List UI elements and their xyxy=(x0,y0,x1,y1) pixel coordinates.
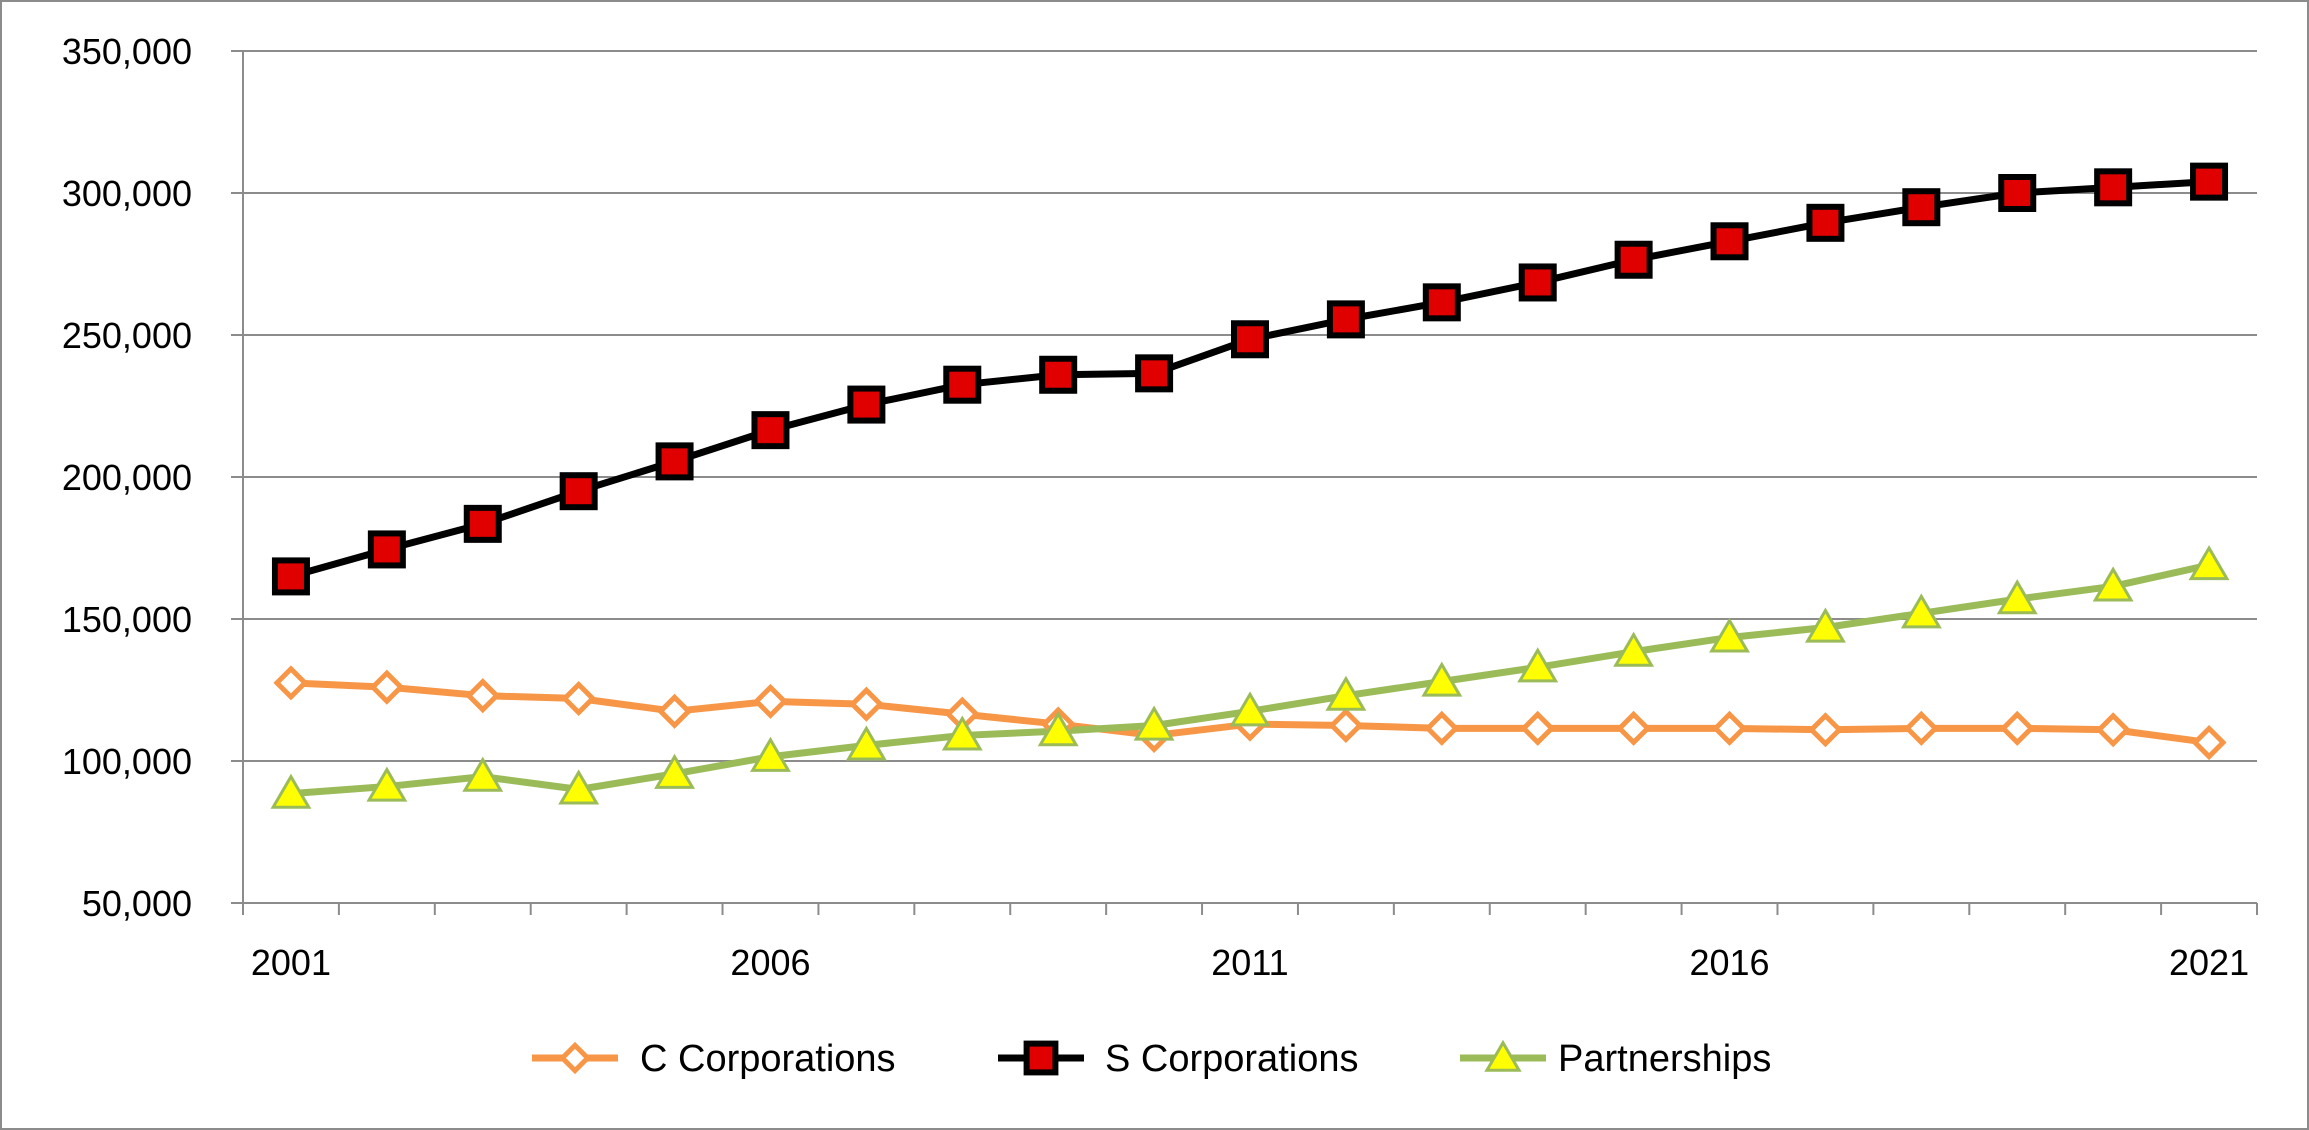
data-point-partnerships xyxy=(2188,545,2230,581)
data-point-partnerships xyxy=(1421,661,1463,697)
y-tick-label: 200,000 xyxy=(62,457,192,498)
data-point-partnerships xyxy=(1613,631,1655,667)
data-point-s-corporations xyxy=(463,504,502,543)
data-point-partnerships xyxy=(845,725,887,761)
data-point-partnerships xyxy=(1517,647,1559,683)
data-point-c-corporations xyxy=(1903,710,1939,746)
data-point-c-corporations xyxy=(1616,710,1652,746)
legend: C Corporations S Corporations Partnerships xyxy=(532,1038,1771,1080)
legend-marker-s-corporations xyxy=(1023,1040,1059,1076)
data-point-partnerships xyxy=(654,753,696,789)
series-markers xyxy=(270,162,2230,809)
data-point-c-corporations xyxy=(1807,712,1843,748)
x-tick-label: 2001 xyxy=(251,942,331,983)
data-point-s-corporations xyxy=(751,411,790,450)
data-point-c-corporations xyxy=(369,669,405,705)
data-point-s-corporations xyxy=(943,365,982,404)
data-point-c-corporations xyxy=(752,683,789,719)
data-point-partnerships xyxy=(750,736,791,772)
data-point-s-corporations xyxy=(367,530,406,569)
y-tick-label: 300,000 xyxy=(62,173,192,214)
data-point-c-corporations xyxy=(561,680,597,717)
data-point-partnerships xyxy=(1325,675,1367,711)
data-point-s-corporations xyxy=(559,472,598,511)
data-point-partnerships xyxy=(1133,705,1175,741)
data-point-s-corporations xyxy=(1518,263,1557,302)
series-line-s-corporations xyxy=(290,178,2210,580)
x-tick-label: 2021 xyxy=(2169,942,2249,983)
data-point-partnerships xyxy=(1709,617,1750,653)
data-point-s-corporations xyxy=(271,557,310,596)
data-point-s-corporations xyxy=(2190,162,2229,201)
data-point-partnerships xyxy=(270,773,312,809)
x-tick-label: 2011 xyxy=(1211,942,1288,983)
data-point-c-corporations xyxy=(1424,710,1460,746)
data-point-c-corporations xyxy=(1999,710,2035,746)
x-tick-label: 2016 xyxy=(1689,942,1769,983)
data-point-c-corporations xyxy=(1328,707,1364,744)
data-point-s-corporations xyxy=(1902,188,1941,227)
legend-marker-partnerships xyxy=(1484,1039,1522,1072)
y-tick-label: 350,000 xyxy=(62,31,192,72)
data-point-partnerships xyxy=(1229,691,1271,727)
data-point-s-corporations xyxy=(1710,222,1749,261)
data-point-s-corporations xyxy=(1422,283,1461,322)
data-point-partnerships xyxy=(2092,566,2134,602)
y-tick-label: 100,000 xyxy=(62,741,192,782)
gridlines xyxy=(231,50,2257,904)
data-point-partnerships xyxy=(1804,607,1846,643)
data-point-partnerships xyxy=(366,766,408,802)
data-point-partnerships xyxy=(941,715,983,751)
data-point-partnerships xyxy=(1900,593,1942,629)
legend-label-c-corporations: C Corporations xyxy=(640,1038,896,1080)
data-point-c-corporations xyxy=(1520,710,1556,746)
data-point-partnerships xyxy=(558,769,600,805)
data-point-s-corporations xyxy=(655,442,694,481)
data-point-c-corporations xyxy=(657,693,693,729)
data-point-c-corporations xyxy=(2191,725,2227,761)
data-point-c-corporations xyxy=(465,678,501,714)
data-point-partnerships xyxy=(1996,579,2038,615)
data-point-c-corporations xyxy=(2095,712,2131,748)
data-point-partnerships xyxy=(462,756,504,792)
axes: 50,000 100,000 150,000 200,000 250,000 300,00… xyxy=(62,31,2258,983)
legend-label-s-corporations: S Corporations xyxy=(1105,1038,1358,1080)
data-point-c-corporations xyxy=(848,686,884,722)
data-point-c-corporations xyxy=(1711,710,1748,746)
data-point-s-corporations xyxy=(1326,300,1365,339)
y-tick-label: 50,000 xyxy=(82,883,192,924)
data-point-s-corporations xyxy=(847,385,886,424)
data-point-s-corporations xyxy=(1614,240,1653,279)
legend-label-partnerships: Partnerships xyxy=(1558,1038,1771,1080)
data-point-partnerships xyxy=(1037,711,1079,747)
data-point-s-corporations xyxy=(1231,320,1269,359)
x-tick-label: 2006 xyxy=(730,942,810,983)
data-point-s-corporations xyxy=(1039,355,1078,394)
data-point-s-corporations xyxy=(1998,174,2037,212)
data-point-s-corporations xyxy=(1806,203,1845,242)
data-point-s-corporations xyxy=(1135,354,1174,393)
data-point-c-corporations xyxy=(273,665,309,701)
y-tick-label: 150,000 xyxy=(62,599,192,640)
data-point-s-corporations xyxy=(2094,168,2133,207)
y-tick-label: 250,000 xyxy=(62,315,192,356)
legend-marker-c-corporations xyxy=(558,1041,592,1075)
